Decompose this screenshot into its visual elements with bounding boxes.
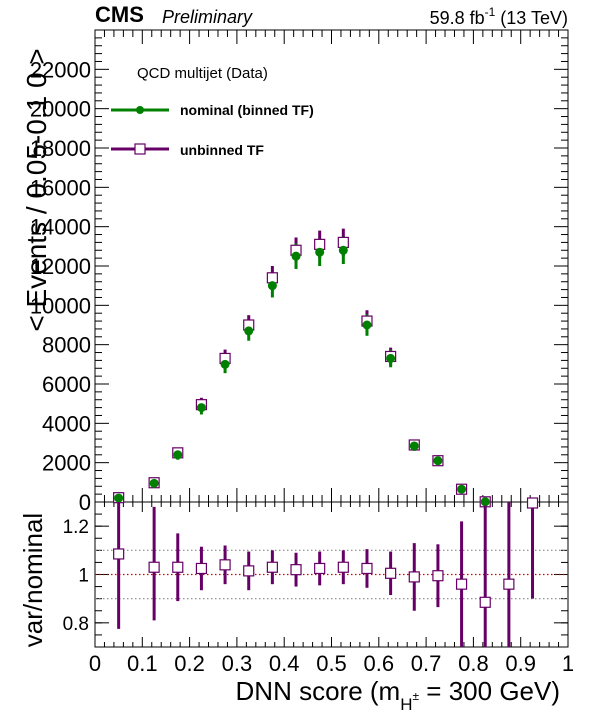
ratio-marker bbox=[361, 562, 373, 575]
nominal-marker bbox=[173, 450, 183, 460]
y-tick-label: 0 bbox=[79, 490, 91, 515]
nominal-marker bbox=[315, 247, 325, 257]
y-tick-label: 22000 bbox=[30, 57, 91, 82]
legend-entry-unbinned: unbinned TF bbox=[111, 142, 264, 158]
nominal-marker bbox=[409, 441, 419, 451]
ratio-marker bbox=[172, 561, 184, 573]
nominal-marker bbox=[291, 251, 301, 261]
x-tick-label: 0.2 bbox=[174, 651, 205, 676]
x-tick-label: 0.3 bbox=[222, 651, 253, 676]
main-axis-ticks: 0 2000 4000 6000 8000 10000 12000 14000 16000 180… bbox=[30, 30, 574, 676]
nominal-marker bbox=[457, 484, 467, 494]
x-tick-label: 0.4 bbox=[269, 651, 300, 676]
ratio-marker bbox=[219, 559, 231, 571]
legend-marker-unbinned bbox=[134, 143, 146, 155]
status-label: Preliminary bbox=[162, 7, 253, 27]
nominal-marker bbox=[149, 478, 159, 488]
x-axis-title: DNN score (mH± = 300 GeV) bbox=[236, 676, 560, 714]
nominal-marker bbox=[433, 456, 443, 466]
ratio-marker bbox=[408, 571, 420, 583]
ratio-marker bbox=[266, 561, 278, 573]
ratio-marker bbox=[479, 596, 491, 608]
x-tick-label: 1 bbox=[562, 651, 574, 676]
y-tick-label: 12000 bbox=[30, 254, 91, 279]
legend-label-unbinned: unbinned TF bbox=[180, 142, 264, 158]
ratio-reference-lines bbox=[95, 549, 568, 600]
y-axis-title-main: < Events / 0.05-0.1 0 > bbox=[21, 48, 52, 331]
nominal-marker bbox=[196, 403, 206, 413]
nominal-marker bbox=[362, 320, 372, 330]
y-tick-label: 2000 bbox=[42, 451, 91, 476]
nominal-marker bbox=[267, 281, 277, 291]
ratio-marker bbox=[113, 548, 125, 560]
legend-entry-nominal: nominal (binned TF) bbox=[111, 102, 314, 118]
main-panel-frame bbox=[94, 29, 569, 503]
ratio-marker bbox=[385, 567, 397, 579]
ratio-marker bbox=[314, 562, 326, 575]
x-tick-label: 0.9 bbox=[505, 651, 536, 676]
ratio-axis-ticks: 0.8 1 1.2 bbox=[63, 513, 568, 636]
ratio-y-tick-label: 1 bbox=[78, 566, 89, 587]
x-tick-label: 0.5 bbox=[316, 651, 347, 676]
nominal-marker bbox=[338, 245, 348, 255]
ratio-marker bbox=[337, 561, 349, 573]
y-tick-label: 10000 bbox=[30, 293, 91, 318]
ratio-marker bbox=[290, 564, 302, 576]
nominal-marker bbox=[480, 497, 490, 507]
x-tick-label: 0.1 bbox=[127, 651, 158, 676]
x-tick-label: 0.8 bbox=[458, 651, 489, 676]
nominal-marker bbox=[220, 359, 230, 369]
lumi-label: 59.8 fb-1 (13 TeV) bbox=[430, 5, 568, 28]
y-tick-label: 20000 bbox=[30, 97, 91, 122]
ratio-y-tick-label: 0.8 bbox=[63, 614, 89, 635]
nominal-marker bbox=[386, 353, 396, 363]
nominal-marker bbox=[244, 326, 254, 336]
ratio-marker bbox=[432, 570, 444, 582]
ratio-marker bbox=[455, 578, 468, 590]
ratio-marker bbox=[148, 561, 160, 573]
nominal-marker bbox=[114, 493, 124, 503]
legend-label-nominal: nominal (binned TF) bbox=[180, 102, 314, 118]
y-axis-title-ratio: var/nominal bbox=[18, 513, 48, 647]
ratio-marker bbox=[243, 565, 255, 577]
y-tick-label: 14000 bbox=[30, 215, 91, 240]
x-tick-label: 0.7 bbox=[411, 651, 442, 676]
y-tick-label: 16000 bbox=[30, 175, 91, 200]
ratio-marker bbox=[526, 497, 539, 509]
experiment-label: CMS bbox=[95, 2, 144, 27]
y-tick-label: 8000 bbox=[42, 333, 91, 358]
ratio-marker bbox=[503, 578, 515, 590]
ratio-data-points bbox=[113, 497, 539, 647]
x-tick-label: 0.6 bbox=[364, 651, 395, 676]
ratio-y-tick-label: 1.2 bbox=[63, 517, 89, 538]
main-data-points bbox=[113, 228, 491, 508]
y-tick-label: 6000 bbox=[42, 372, 91, 397]
ratio-marker bbox=[195, 562, 208, 575]
x-tick-label: 0 bbox=[89, 651, 101, 676]
legend-title: QCD multijet (Data) bbox=[137, 65, 268, 82]
legend-marker-nominal bbox=[136, 106, 144, 114]
y-tick-label: 4000 bbox=[42, 411, 91, 436]
y-tick-label: 18000 bbox=[30, 136, 91, 161]
